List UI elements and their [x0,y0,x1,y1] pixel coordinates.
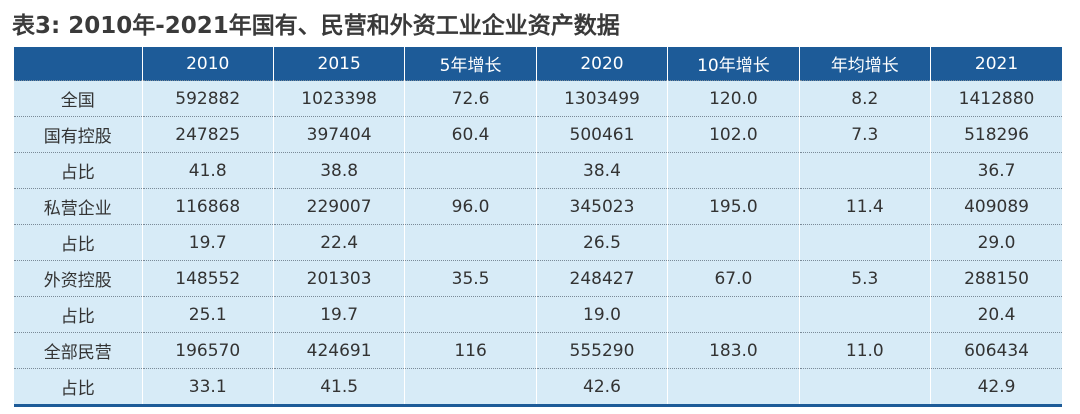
table-row: 占比 33.1 41.5 42.6 42.9 [14,368,1062,406]
table-cell: 67.0 [667,260,800,297]
header-cell: 2020 [535,47,668,81]
table-cell: 26.5 [535,224,668,261]
table-cell: 42.9 [930,368,1062,406]
header-cell: 2021 [930,47,1062,81]
table-cell: 38.8 [272,152,405,189]
table-cell: 148552 [141,260,274,297]
table-cell: 19.0 [535,296,668,333]
table-cell: 345023 [535,188,668,225]
table-cell [667,152,800,189]
table-cell [667,224,800,261]
header-cell: 10年增长 [667,47,800,81]
header-row: 2010 2015 5年增长 2020 10年增长 年均增长 2021 [14,47,1062,81]
table-cell: 116868 [141,188,274,225]
table-cell: 60.4 [404,116,537,153]
row-label: 占比 [14,224,142,261]
row-label: 私营企业 [14,188,142,225]
table-cell: 1303499 [535,80,668,117]
table-row: 全国 592882 1023398 72.6 1303499 120.0 8.2 141288… [14,80,1062,117]
table-cell: 38.4 [535,152,668,189]
table-cell [404,152,537,189]
table-cell: 7.3 [798,116,931,153]
table-cell: 11.4 [798,188,931,225]
table-cell: 592882 [141,80,274,117]
data-table: 2010 2015 5年增长 2020 10年增长 年均增长 2021 全国 592882 10… [14,47,1062,407]
table-cell [798,296,931,333]
row-label: 全国 [14,80,142,117]
table-cell: 196570 [141,332,274,369]
table-cell: 20.4 [930,296,1062,333]
header-cell: 2010 [141,47,274,81]
header-cell: 年均增长 [798,47,931,81]
table-cell: 248427 [535,260,668,297]
table-cell: 424691 [272,332,405,369]
table-cell: 195.0 [667,188,800,225]
table-cell: 33.1 [141,368,274,406]
header-cell [14,47,142,81]
row-label: 占比 [14,296,142,333]
table-cell: 22.4 [272,224,405,261]
table-cell: 102.0 [667,116,800,153]
table-row: 全部民营 196570 424691 116 555290 183.0 11.0 606434 [14,332,1062,369]
table-cell: 247825 [141,116,274,153]
table-row: 占比 41.8 38.8 38.4 36.7 [14,152,1062,189]
table-cell [667,296,800,333]
table-cell: 41.5 [272,368,405,406]
table-cell: 555290 [535,332,668,369]
table-cell: 288150 [930,260,1062,297]
table-cell [404,368,537,406]
table-body: 全国 592882 1023398 72.6 1303499 120.0 8.2 141288… [14,80,1062,406]
table-cell: 120.0 [667,80,800,117]
table-cell: 41.8 [141,152,274,189]
table-cell: 183.0 [667,332,800,369]
table-cell: 229007 [272,188,405,225]
table-row: 占比 19.7 22.4 26.5 29.0 [14,224,1062,261]
table-cell: 409089 [930,188,1062,225]
table-cell: 19.7 [141,224,274,261]
row-label: 占比 [14,368,142,406]
table-cell: 8.2 [798,80,931,117]
table-cell: 397404 [272,116,405,153]
table-cell: 116 [404,332,537,369]
table-cell [798,224,931,261]
table-cell [404,296,537,333]
table-cell: 72.6 [404,80,537,117]
table-cell: 201303 [272,260,405,297]
table-cell: 96.0 [404,188,537,225]
table-cell [667,368,800,406]
table-cell: 36.7 [930,152,1062,189]
table-cell: 19.7 [272,296,405,333]
table-row: 占比 25.1 19.7 19.0 20.4 [14,296,1062,333]
table-row: 外资控股 148552 201303 35.5 248427 67.0 5.3 288150 [14,260,1062,297]
table-cell: 5.3 [798,260,931,297]
table-cell: 518296 [930,116,1062,153]
table-cell [798,368,931,406]
row-label: 占比 [14,152,142,189]
table-cell: 35.5 [404,260,537,297]
table-cell: 11.0 [798,332,931,369]
table-row: 私营企业 116868 229007 96.0 345023 195.0 11.4 40908… [14,188,1062,225]
row-label: 外资控股 [14,260,142,297]
row-label: 国有控股 [14,116,142,153]
table-cell: 1023398 [272,80,405,117]
table-cell: 1412880 [930,80,1062,117]
header-cell: 5年增长 [404,47,537,81]
table-cell: 606434 [930,332,1062,369]
table-cell [404,224,537,261]
table-row: 国有控股 247825 397404 60.4 500461 102.0 7.3 518296 [14,116,1062,153]
table-cell: 42.6 [535,368,668,406]
row-label: 全部民营 [14,332,142,369]
table-cell: 25.1 [141,296,274,333]
table-cell [798,152,931,189]
table-cell: 29.0 [930,224,1062,261]
table-cell: 500461 [535,116,668,153]
header-cell: 2015 [272,47,405,81]
table-title: 表3: 2010年-2021年国有、民营和外资工业企业资产数据 [12,13,620,39]
